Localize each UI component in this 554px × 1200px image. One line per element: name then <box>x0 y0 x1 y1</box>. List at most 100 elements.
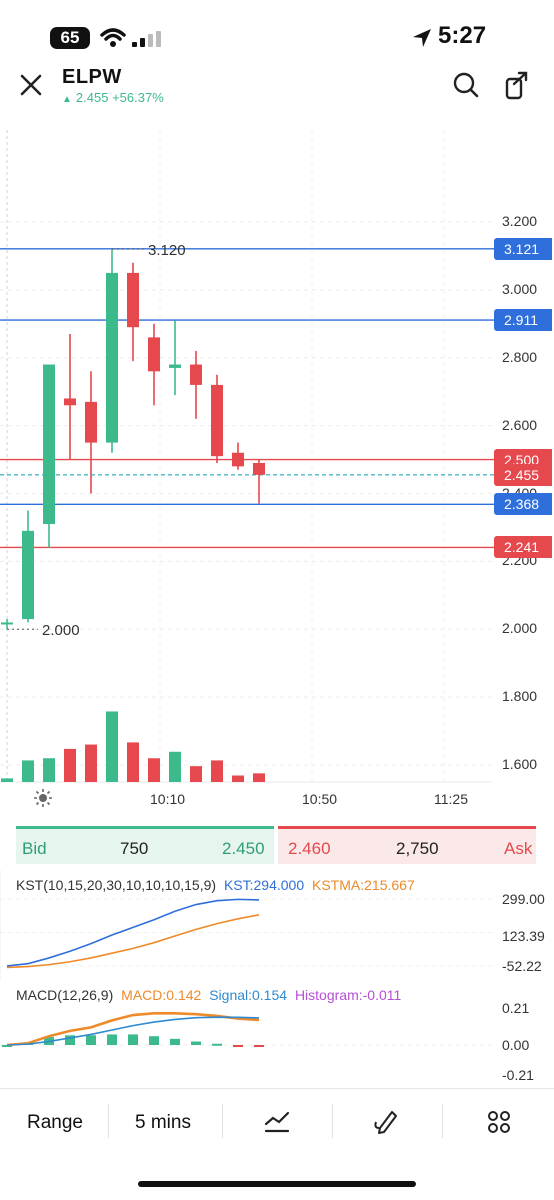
grid-icon[interactable] <box>488 1111 510 1133</box>
volume-bar <box>148 758 160 782</box>
candle-body <box>211 384 223 457</box>
volume-bar <box>211 760 223 782</box>
kst-value: KST:294.000 <box>223 877 305 893</box>
range-button[interactable]: Range <box>27 1112 83 1133</box>
y-tick-label: 2.800 <box>502 348 538 365</box>
candle-body <box>190 364 202 385</box>
macd-line <box>6 1011 260 1047</box>
kst-title: KST(10,15,20,30,10,10,10,15,9) <box>16 877 217 893</box>
x-tick-label: 10:10 <box>150 791 186 807</box>
sun-icon <box>34 789 52 807</box>
wifi-icon <box>100 28 126 47</box>
kst-line <box>6 898 260 967</box>
candle-body <box>22 530 34 620</box>
macd-chart[interactable] <box>0 980 554 1085</box>
bid-label: Bid <box>22 839 47 858</box>
y-tick-label: 3.200 <box>502 213 538 229</box>
last-price: 2.455 <box>75 90 109 105</box>
orderbook-bar[interactable]: Bid 750 2.450 2.460 2,750 Ask <box>16 826 536 864</box>
price-change: ▲ 2.455 +56.37% <box>62 90 164 105</box>
home-indicator <box>138 1181 416 1187</box>
signal-value: Signal:0.154 <box>209 987 288 1003</box>
bid-price: 2.450 <box>222 839 265 858</box>
macd-y-tick: 0.00 <box>502 1037 530 1053</box>
kstma-value: KSTMA:215.667 <box>312 877 415 893</box>
histogram-bar <box>86 1035 96 1045</box>
macd-y-tick: -0.21 <box>502 1067 534 1083</box>
volume-bar <box>190 766 202 782</box>
volume-bar <box>43 758 55 782</box>
macd-legend: MACD(12,26,9) MACD:0.142 Signal:0.154 Hi… <box>16 987 401 1003</box>
kst-chart[interactable] <box>0 870 554 980</box>
high-price-label: 3.120 <box>148 242 186 259</box>
kst-y-tick: 299.00 <box>502 891 545 907</box>
bid-size: 750 <box>120 839 149 858</box>
location-icon <box>413 29 431 47</box>
candle-body <box>64 398 76 406</box>
up-arrow-icon: ▲ <box>62 94 72 105</box>
volume-bar <box>106 711 118 782</box>
histogram-bar <box>107 1034 117 1045</box>
bid-side: Bid 750 2.450 <box>16 826 274 864</box>
toolbar-divider <box>222 1104 223 1138</box>
candle-body <box>232 452 244 467</box>
candle-body <box>1 622 13 625</box>
volume-bar <box>64 748 76 782</box>
bottom-toolbar <box>0 1088 554 1159</box>
price-tag: 3.121 <box>494 237 552 260</box>
macd-title: MACD(12,26,9) <box>16 987 114 1003</box>
signal-icon <box>132 31 161 47</box>
candle-body <box>148 337 160 372</box>
histogram-bar <box>149 1036 159 1045</box>
candle-body <box>43 364 55 525</box>
ask-price: 2.460 <box>288 839 331 858</box>
volume-bar <box>253 773 265 782</box>
histogram-bar <box>233 1045 243 1047</box>
histogram-bar <box>212 1043 222 1046</box>
y-tick-label: 2.000 <box>502 620 538 637</box>
volume-bar <box>85 744 97 782</box>
close-icon[interactable] <box>20 74 42 96</box>
candle-body <box>169 364 181 368</box>
interval-button[interactable]: 5 mins <box>135 1112 191 1133</box>
toolbar-divider <box>332 1104 333 1138</box>
volume-bar <box>22 760 34 782</box>
ask-size: 2,750 <box>396 839 439 858</box>
candlestick-chart[interactable] <box>0 130 554 820</box>
battery-indicator: 65 <box>50 27 90 49</box>
pen-icon[interactable] <box>374 1108 400 1134</box>
share-icon[interactable] <box>504 70 530 100</box>
y-tick-label: 1.800 <box>502 688 538 705</box>
x-tick-label: 10:50 <box>302 791 338 807</box>
volume-bar <box>232 775 244 782</box>
y-tick-label: 3.000 <box>502 280 538 297</box>
search-icon[interactable] <box>453 72 479 98</box>
macd-y-tick: 0.21 <box>502 1000 530 1016</box>
histogram-bar <box>191 1041 201 1045</box>
ask-side: 2.460 2,750 Ask <box>278 826 536 864</box>
kst-y-tick: 123.39 <box>502 928 545 944</box>
histogram-bar <box>128 1034 138 1045</box>
volume-bar <box>169 751 181 782</box>
candle-body <box>253 462 265 475</box>
y-tick-label: 2.600 <box>502 416 538 433</box>
price-tag: 2.241 <box>494 536 552 559</box>
price-tag: 2.368 <box>494 493 552 516</box>
signal-line <box>6 1016 260 1046</box>
volume-bar <box>127 742 139 782</box>
status-bar: 65 5:27 <box>0 0 554 70</box>
percent-change: +56.37% <box>112 90 164 105</box>
y-tick-label: 1.600 <box>502 756 538 772</box>
chart-line-icon[interactable] <box>264 1110 290 1134</box>
price-tag: 2.911 <box>494 309 552 332</box>
histogram-value: Histogram:-0.011 <box>294 987 402 1003</box>
symbol-title: ELPW <box>62 66 122 88</box>
histogram-bar <box>254 1045 264 1047</box>
candle-body <box>127 272 139 328</box>
histogram-bar <box>65 1035 75 1045</box>
ask-label: Ask <box>504 839 533 858</box>
x-tick-label: 11:25 <box>434 791 468 807</box>
histogram-bar <box>170 1038 180 1045</box>
toolbar-divider <box>442 1104 443 1138</box>
low-price-label: 2.000 <box>42 622 80 639</box>
